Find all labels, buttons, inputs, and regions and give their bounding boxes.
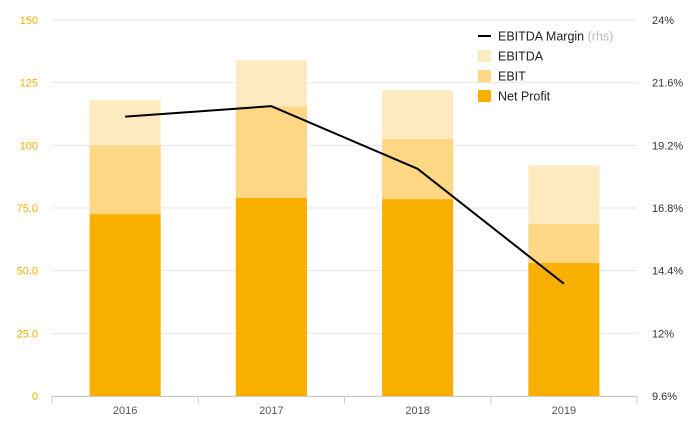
- legend-label-ebit: EBIT: [498, 70, 526, 84]
- x-tick-label: 2018: [405, 405, 429, 417]
- y-left-tick-label: 100: [20, 140, 38, 152]
- y-left-tick-label: 25.0: [17, 328, 38, 340]
- y-right-tick-label: 12%: [652, 328, 674, 340]
- bar-net-profit: [235, 197, 307, 396]
- legend-suffix: (rhs): [584, 30, 613, 44]
- y-right-tick-label: 24%: [652, 15, 674, 27]
- y-left-tick-label: 50.0: [17, 266, 38, 278]
- legend-swatch-ebitda: [478, 50, 491, 62]
- y-right-tick-label: 14.4%: [652, 266, 683, 278]
- bar-net-profit: [382, 199, 454, 396]
- y-right-tick-label: 16.8%: [652, 203, 683, 215]
- x-tick-label: 2016: [113, 405, 137, 417]
- y-left-tick-label: 0: [32, 391, 38, 403]
- y-right-tick-label: 21.6%: [652, 78, 683, 90]
- legend-swatch-net-profit: [478, 90, 491, 102]
- bar-net-profit: [528, 263, 600, 396]
- y-right-tick-label: 19.2%: [652, 140, 683, 152]
- legend-label-net-profit: Net Profit: [498, 90, 551, 104]
- y-left-tick-label: 75.0: [17, 203, 38, 215]
- line-ebitda-margin: [125, 105, 565, 285]
- legend-label-ebitda-margin: EBITDA Margin (rhs): [498, 30, 613, 44]
- y-left-tick-label: 150: [20, 15, 38, 27]
- y-right-tick-label: 9.6%: [652, 391, 677, 403]
- bar-net-profit: [89, 214, 161, 396]
- x-tick-label: 2019: [552, 405, 576, 417]
- x-tick-label: 2017: [259, 405, 283, 417]
- legend-label-ebitda: EBITDA: [498, 50, 544, 64]
- legend-swatch-ebit: [478, 70, 491, 82]
- y-left-tick-label: 125: [20, 78, 38, 90]
